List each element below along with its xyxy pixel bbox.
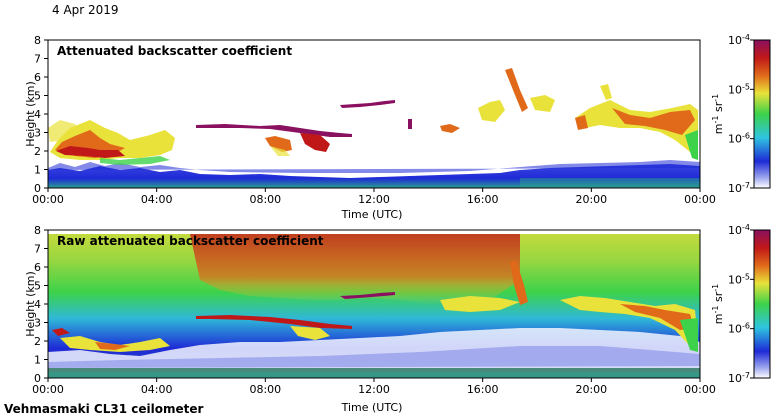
cloud-high-noon	[340, 100, 395, 108]
colorbar-tick-label: 10-4	[728, 33, 750, 47]
cloud-afternoon-streak-2	[478, 100, 505, 122]
y-tick-label: 4	[34, 298, 41, 311]
y-ticks-2: 0 1 2 3 4 5 6 7 8	[34, 224, 48, 385]
colorbar-tick-label: 10-5	[728, 272, 750, 286]
cloud-noon-descend	[300, 133, 330, 152]
x-tick-label: 04:00	[141, 193, 173, 206]
panel-title-2: Raw attenuated backscatter coefficient	[57, 234, 324, 248]
x-tick-label: 20:00	[575, 193, 607, 206]
panel-title-1: Attenuated backscatter coefficient	[57, 44, 292, 58]
date-label: 4 Apr 2019	[52, 3, 119, 17]
y-tick-label: 0	[34, 182, 41, 195]
x-tick-label: 16:00	[467, 383, 499, 396]
panel-attenuated: 0 1 2 3 4 5 6 7 8 00:00 04:00 08:00 12:00 16:00 20:00…	[24, 33, 771, 221]
y-tick-label: 8	[34, 224, 41, 237]
cloud-evening-green	[685, 130, 698, 160]
colorbar-tick-label: 10-7	[728, 371, 750, 385]
y-tick-label: 6	[34, 71, 41, 84]
y-tick-label: 2	[34, 335, 41, 348]
missing-top-strip	[48, 230, 700, 234]
x-tick-label: 04:00	[141, 383, 173, 396]
x-tick-label: 00:00	[32, 193, 64, 206]
x-tick-label: 00:00	[684, 383, 716, 396]
colorbar-tick-label: 10-5	[728, 82, 750, 96]
raw-streak-1	[510, 260, 528, 305]
cloud-noon-descend-3	[270, 146, 290, 156]
x-tick-label: 08:00	[249, 193, 281, 206]
x-tick-label: 20:00	[575, 383, 607, 396]
noise-peak-midday	[190, 234, 520, 305]
y-tick-label: 3	[34, 317, 41, 330]
y-tick-label: 1	[34, 354, 41, 367]
colorbar-tick-label: 10-4	[728, 223, 750, 237]
x-tick-label: 00:00	[32, 383, 64, 396]
y-tick-label: 2	[34, 145, 41, 158]
y-axis-label-1: Height (km)	[24, 81, 37, 147]
y-tick-label: 1	[34, 164, 41, 177]
raw-cloud-high-noon	[340, 292, 395, 299]
cloud-noon-descend-2	[265, 136, 292, 152]
clear-boundary-speckle	[48, 346, 700, 368]
surface-layer-2b	[48, 372, 700, 378]
colorbar-1	[753, 39, 771, 189]
colorbar-ticks-1: 10-4 10-5 10-6 10-7	[728, 33, 754, 195]
cloud-afternoon-streak-4	[440, 124, 460, 133]
cloud-morning-top	[48, 120, 80, 142]
cloud-morning-base	[56, 146, 125, 158]
raw-cloud-evening-core	[620, 304, 694, 330]
y-axis-label-2: Height (km)	[24, 271, 37, 337]
surface-layer-1	[520, 178, 700, 188]
x-tick-label: 08:00	[249, 383, 281, 396]
raw-cloud-band-noon	[196, 315, 352, 329]
y-ticks-1: 0 1 2 3 4 5 6 7 8	[34, 34, 48, 195]
x-axis-label-2: Time (UTC)	[341, 401, 403, 414]
y-tick-label: 6	[34, 261, 41, 274]
raw-cloud-noon-descend	[290, 326, 330, 340]
y-tick-label: 8	[34, 34, 41, 47]
raw-cloud-left	[52, 328, 70, 336]
raw-cloud-morning	[60, 336, 170, 352]
raw-cloud-evening-green	[680, 318, 698, 352]
x-tick-label: 16:00	[467, 193, 499, 206]
y-tick-label: 5	[34, 280, 41, 293]
y-tick-label: 0	[34, 372, 41, 385]
panel-raw: 0 1 2 3 4 5 6 7 8 00:00 04:00 08:00 12:00 16:00 20:00…	[24, 223, 771, 414]
y-tick-label: 4	[34, 108, 41, 121]
cloud-fleck-1	[408, 119, 412, 129]
cloud-afternoon-streak-1	[505, 68, 528, 112]
colorbar-unit-1: m-1 sr-1	[711, 94, 725, 134]
y-tick-label: 5	[34, 90, 41, 103]
colorbar-unit-2: m-1 sr-1	[711, 284, 725, 324]
x-tick-label: 12:00	[358, 383, 390, 396]
raw-cloud-morning-core	[95, 342, 130, 350]
x-tick-label: 12:00	[358, 193, 390, 206]
cloud-evening-core	[612, 108, 695, 135]
colorbar-tick-label: 10-6	[728, 132, 750, 146]
cloud-evening-streak	[600, 84, 612, 100]
cloud-band-noon	[196, 124, 352, 137]
colorbar-tick-label: 10-6	[728, 322, 750, 336]
x-ticks-1: 00:00 04:00 08:00 12:00 16:00 20:00 00:00	[32, 188, 716, 206]
y-tick-label: 7	[34, 243, 41, 256]
boundary-layer-noise-1	[48, 160, 700, 173]
cloud-evening-streak-2	[575, 115, 588, 130]
cloud-morning-green	[100, 156, 170, 165]
colorbar-ticks-2: 10-4 10-5 10-6 10-7	[728, 223, 754, 385]
x-tick-label: 00:00	[684, 193, 716, 206]
y-tick-label: 3	[34, 127, 41, 140]
x-ticks-2: 00:00 04:00 08:00 12:00 16:00 20:00 00:00	[32, 378, 716, 396]
colorbar-2	[753, 229, 771, 379]
raw-cloud-evening	[560, 296, 698, 344]
y-tick-label: 7	[34, 53, 41, 66]
cloud-afternoon-streak-3	[530, 95, 555, 112]
x-axis-label-1: Time (UTC)	[341, 208, 403, 221]
raw-streak-2	[440, 296, 520, 312]
footer-label: Vehmasmaki CL31 ceilometer	[4, 402, 204, 416]
colorbar-tick-label: 10-7	[728, 181, 750, 195]
